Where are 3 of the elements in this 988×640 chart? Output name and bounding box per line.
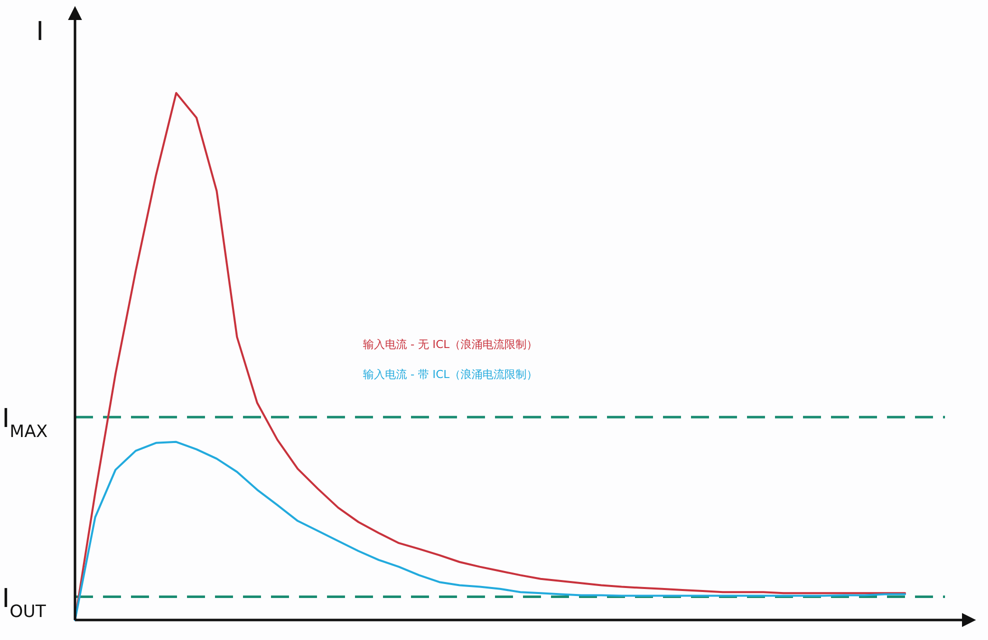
ref-line-label: I$_{MAX}$ [2, 404, 48, 442]
y-axis-title: I [36, 17, 44, 47]
ref-line-label: I$_{OUT}$ [2, 584, 46, 622]
